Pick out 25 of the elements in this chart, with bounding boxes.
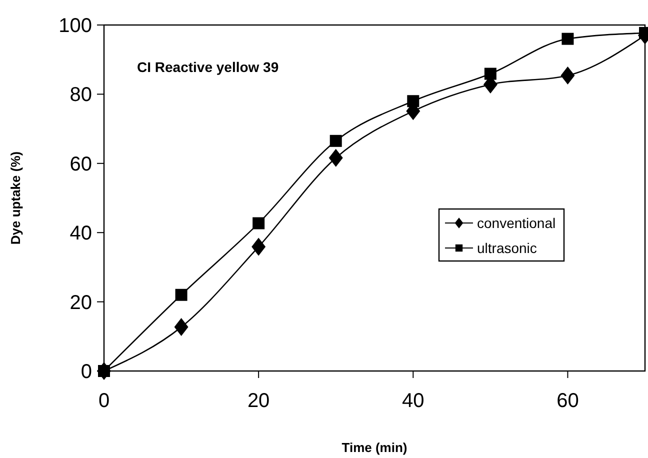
point: [330, 134, 342, 147]
x-tick-label: 40: [402, 390, 424, 412]
point: [560, 66, 575, 85]
text: CI Reactive yellow 39: [137, 59, 279, 75]
y-tick-label: 20: [70, 292, 92, 314]
x-tick-label: 60: [556, 390, 579, 412]
x-axis-title: Time (min): [342, 440, 408, 455]
y-tick-label: 80: [70, 84, 92, 106]
point: [328, 148, 343, 167]
point: [562, 32, 574, 45]
point: [252, 217, 265, 230]
y-tick-label: 60: [70, 153, 92, 176]
point: [407, 95, 420, 108]
legend-label: conventional: [477, 214, 556, 231]
point: [484, 68, 496, 80]
y-axis-title: Dye uptake (%): [8, 151, 23, 245]
point: [175, 288, 188, 301]
y-tick-label: 0: [80, 361, 92, 383]
x-tick-label: 0: [98, 390, 110, 412]
y-tick-label: 100: [58, 15, 92, 37]
x-tick-label: 20: [247, 390, 270, 412]
point: [174, 318, 188, 336]
y-tick-label: 40: [70, 222, 92, 245]
legend-label: ultrasonic: [477, 240, 537, 256]
point: [252, 238, 266, 256]
